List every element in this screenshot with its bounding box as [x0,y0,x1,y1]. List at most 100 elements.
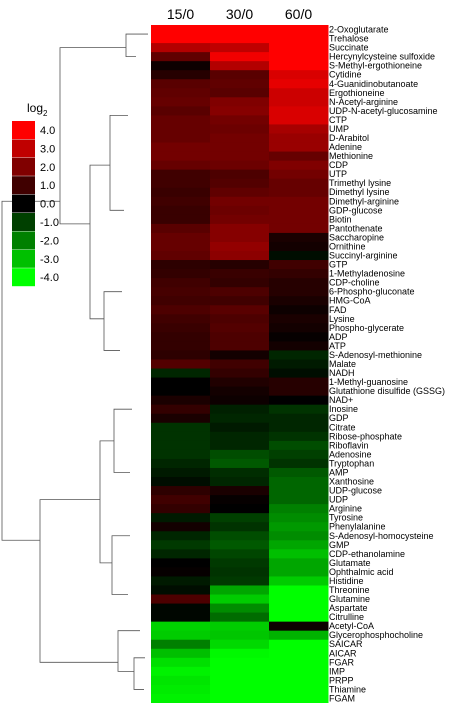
legend-tick-label: 1.0 [40,180,55,192]
heatmap-cell [151,594,211,605]
heatmap-cell [210,278,270,288]
heatmap-cell [210,540,270,550]
column-label: 60/0 [285,6,312,22]
heatmap-cell [269,684,329,695]
heatmap-cell [210,576,270,586]
heatmap-cell [151,287,211,297]
row-label: ATP [329,341,346,351]
heatmap-cell [210,585,270,596]
heatmap-cell [210,486,270,496]
row-label: CDP [329,160,348,170]
heatmap-cell [151,34,211,44]
heatmap-cell [210,187,270,198]
heatmap-cell [210,477,270,487]
heatmap-cell [151,413,211,424]
row-label: Lysine [329,314,355,324]
heatmap-cell [210,612,270,623]
heatmap-cell [151,296,211,306]
heatmap-cell [269,205,329,216]
row-label: UMP [329,124,349,134]
heatmap-cell [269,160,329,171]
heatmap-cell [151,169,211,180]
heatmap-cell [151,449,211,460]
heatmap-cell [210,232,270,243]
row-label: CTP [329,115,347,125]
row-label: CDP-ethanolamine [329,549,405,559]
dendrogram-link [59,47,126,225]
heatmap-cell [210,639,270,650]
heatmap-cell [269,52,329,62]
heatmap-cell [269,223,329,234]
heatmap-cell [151,52,211,62]
heatmap-cell [210,359,270,370]
row-label: Adenosine [329,449,372,459]
row-label: Citrulline [329,612,364,622]
row-label: IMP [329,666,345,676]
row-label: Ergothioneine [329,88,385,98]
heatmap-cell [210,196,270,207]
heatmap-cell [151,404,211,415]
heatmap-cell [210,61,270,71]
row-label: Trimethyl lysine [329,178,391,188]
row-label: UDP [329,495,348,505]
heatmap-cell [151,522,211,532]
row-label: 6-Phospho-gluconate [329,287,415,297]
heatmap-cell [210,377,270,388]
heatmap-cell [210,241,270,252]
heatmap-cell [210,34,270,44]
legend-swatch [12,157,35,176]
heatmap-cell [151,440,211,451]
row-label: Ophthalmic acid [329,567,394,577]
row-label: Riboflavin [329,440,369,450]
heatmap-cell [269,549,329,559]
heatmap-cell [269,449,329,460]
heatmap-cell [210,223,270,234]
heatmap-cell [151,25,211,35]
heatmap-cell [269,576,329,586]
heatmap-cell [151,142,211,153]
heatmap-cell [210,305,270,315]
heatmap-cell [210,594,270,605]
heatmap-cell [269,630,329,641]
row-label: FGAM [329,693,355,703]
heatmap-cell [269,422,329,433]
heatmap-cell [151,684,211,695]
row-label: PRPP [329,675,354,685]
row-label: Acetyl-CoA [329,621,374,631]
row-label: NADH [329,368,355,378]
dendrogram-link [109,115,128,211]
column-label: 15/0 [167,6,194,22]
heatmap-cell [269,97,329,107]
heatmap-cell [210,296,270,306]
heatmap-cell [210,368,270,379]
heatmap-cell [269,232,329,243]
heatmap-cell [210,124,270,134]
heatmap-cell [210,630,270,641]
heatmap-cell [151,88,211,98]
heatmap-cell [151,558,211,568]
heatmap-cell [269,187,329,198]
legend-swatch [12,176,35,195]
heatmap-cell [269,558,329,568]
legend-title-subscript: 2 [43,109,48,118]
legend-tick-label: 3.0 [40,143,55,155]
row-label: Pantothenate [329,223,383,233]
heatmap-cell [151,323,211,333]
heatmap-cell [151,305,211,315]
heatmap-cell [151,585,211,596]
heatmap-cell [151,269,211,279]
heatmap-cell [151,657,211,668]
heatmap-cell [269,142,329,153]
heatmap-cell [269,648,329,659]
heatmap-cell [151,531,211,541]
heatmap-cell [151,431,211,442]
heatmap-cell [210,79,270,89]
row-labels: 2-OxoglutarateTrehaloseSuccinateHercynyl… [329,25,445,703]
heatmap-cells [151,25,329,703]
heatmap-cell [210,522,270,532]
row-label: UDP-N-acetyl-glucosamine [329,106,438,116]
heatmap-cell [151,513,211,523]
heatmap-cell [269,314,329,324]
heatmap-cell [210,413,270,424]
